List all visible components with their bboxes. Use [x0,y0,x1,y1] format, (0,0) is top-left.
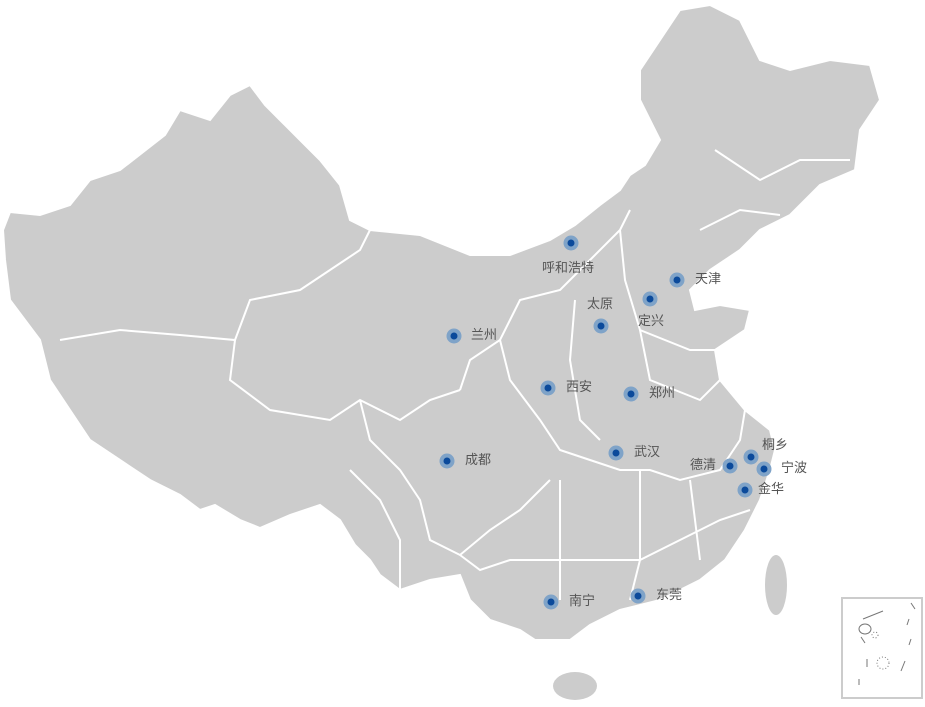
south-china-sea-islands-icon [858,602,916,685]
city-marker[interactable] [543,594,559,610]
marker-dot [567,239,575,247]
city-marker[interactable] [756,461,772,477]
marker-dot [544,384,552,392]
province-borders [59,149,850,601]
city-marker[interactable] [608,445,624,461]
city-marker[interactable] [623,386,639,402]
city-marker[interactable] [743,449,759,465]
marker-dot [760,465,768,473]
city-label: 西安 [566,380,593,395]
marker-dot [726,462,734,470]
city-label: 太原 [587,297,614,312]
city-marker[interactable] [439,453,455,469]
marker-dot [646,295,654,303]
marker-dot [547,598,555,606]
city-label: 南宁 [569,594,596,609]
city-marker[interactable] [540,380,556,396]
city-label: 呼和浩特 [542,261,595,276]
city-marker[interactable] [563,235,579,251]
marker-dot [612,449,620,457]
city-marker[interactable] [737,482,753,498]
marker-dot [741,486,749,494]
marker-dot [597,322,605,330]
city-label: 金华 [758,482,785,497]
south-china-sea-inset[interactable] [841,597,923,699]
marker-dot [450,332,458,340]
marker-dot [673,276,681,284]
city-label: 兰州 [471,328,498,343]
city-marker[interactable] [446,328,462,344]
china-landmass[interactable] [1,3,882,641]
marker-dot [627,390,635,398]
city-marker[interactable] [722,458,738,474]
city-label: 定兴 [638,314,665,329]
city-label: 武汉 [634,445,661,460]
hainan-island[interactable] [553,672,597,700]
marker-dot [634,592,642,600]
city-label: 宁波 [781,461,808,476]
city-label: 郑州 [649,386,676,401]
city-label: 德清 [690,458,717,473]
city-label: 成都 [465,453,492,468]
city-label: 东莞 [656,588,683,603]
city-marker[interactable] [593,318,609,334]
marker-dot [747,453,755,461]
taiwan-island[interactable] [765,555,787,615]
city-marker[interactable] [669,272,685,288]
marker-dot [443,457,451,465]
city-marker[interactable] [630,588,646,604]
city-label: 桐乡 [762,438,789,453]
city-label: 天津 [695,272,722,287]
city-marker[interactable] [642,291,658,307]
